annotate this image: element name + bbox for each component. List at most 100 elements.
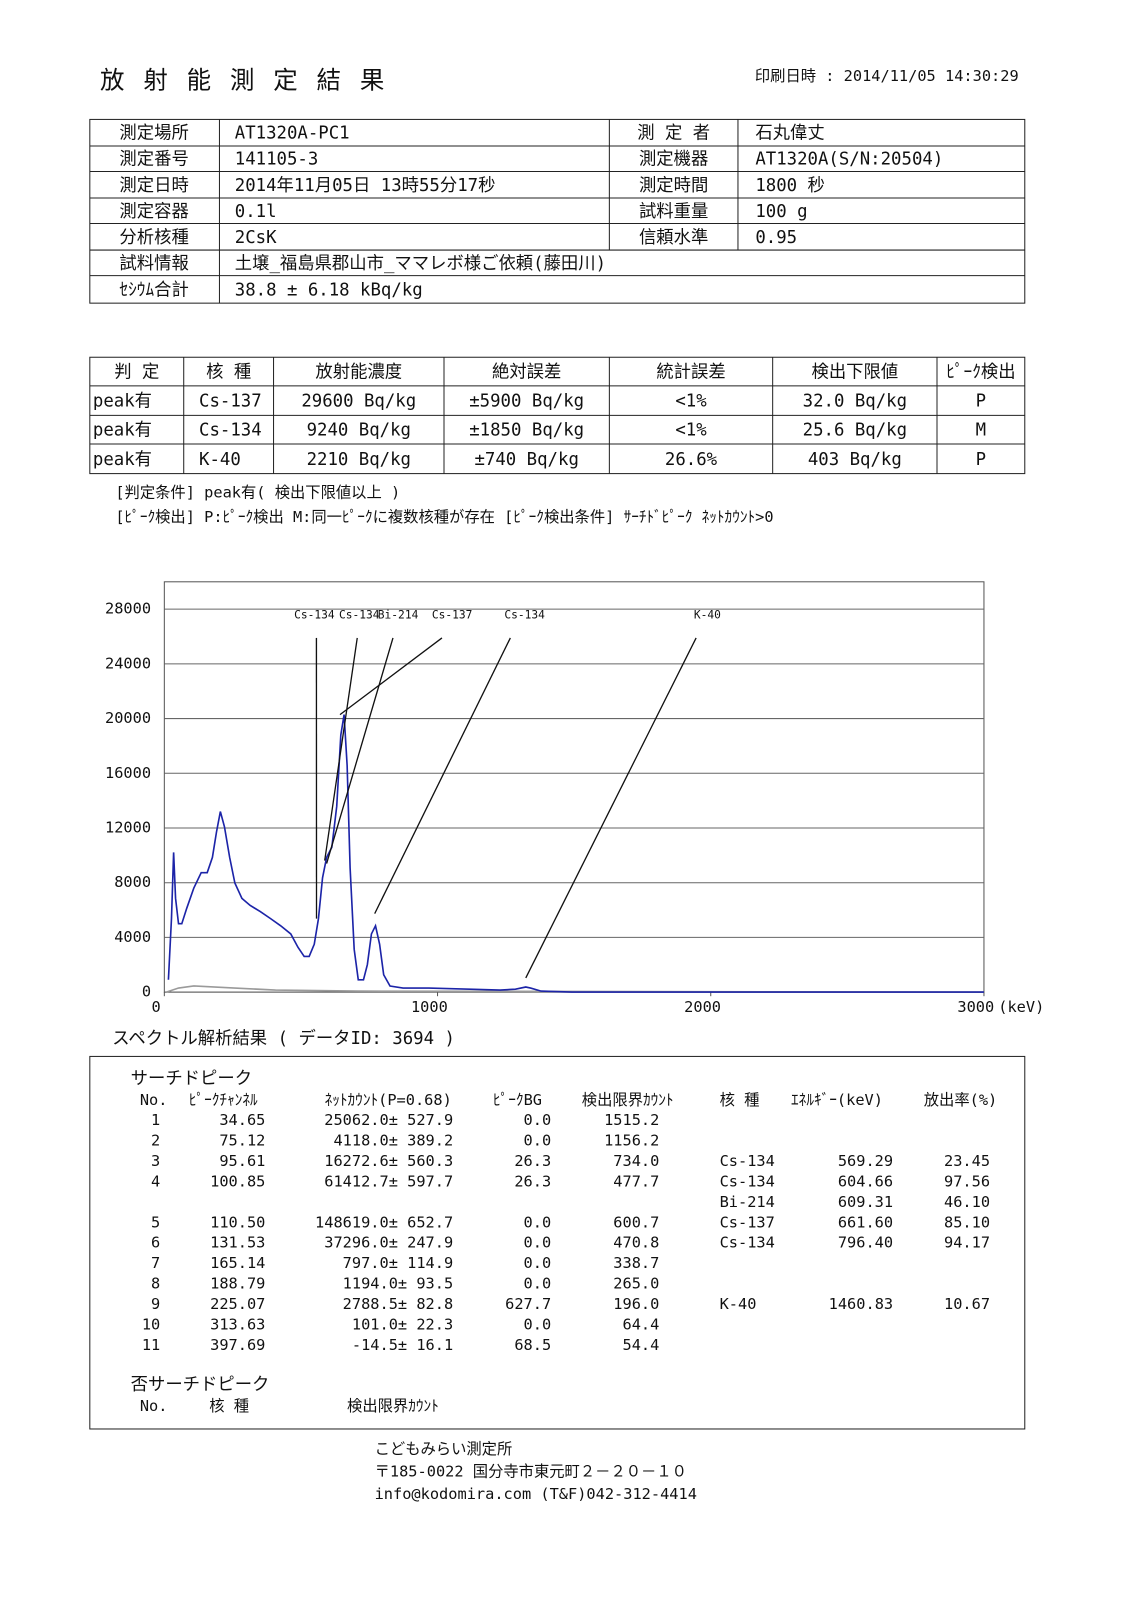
peak-nuclide: Cs-134: [720, 1234, 775, 1252]
peak-channel: 34.65: [219, 1111, 265, 1129]
results-cell: 2210 Bq/kg: [307, 450, 411, 470]
results-header: 核 種: [206, 363, 251, 383]
results-cell: P: [976, 392, 986, 412]
results-cell: K-40: [199, 450, 241, 470]
info-value: AT1320A(S/N:20504): [755, 150, 943, 170]
non-search-title: 否サーチドピーク: [131, 1375, 270, 1395]
annotation-line: [339, 637, 443, 716]
peak-energy: 569.29: [838, 1152, 893, 1170]
results-cell: ±5900 Bq/kg: [469, 392, 584, 412]
spectrum-title: スペクトル解析結果 ( データID: 3694 ): [112, 1028, 455, 1049]
note: [ﾋﾟｰｸ検出] P:ﾋﾟｰｸ検出 M:同一ﾋﾟｰｸに複数核種が存在 [ﾋﾟｰｸ…: [115, 508, 773, 526]
peak-energy: 604.66: [838, 1172, 893, 1190]
peak-limit: 196.0: [613, 1295, 659, 1313]
peak-bg: 0.0: [524, 1234, 552, 1252]
results-cell: 26.6%: [665, 450, 718, 470]
peak-limit: 64.4: [623, 1315, 660, 1333]
spectrum-line: [166, 985, 984, 993]
note: [判定条件] peak有( 検出下限値以上 ): [115, 483, 400, 501]
y-tick-label: 8000: [114, 873, 151, 891]
info-label: 測定日時: [119, 176, 188, 196]
results-cell: 25.6 Bq/kg: [803, 421, 907, 441]
peak-no: 10: [142, 1315, 160, 1333]
peak-bg: 627.7: [505, 1295, 551, 1313]
results-cell: <1%: [675, 392, 707, 412]
annotation-label: Bi-214: [378, 608, 419, 621]
peak-net: 61412.7± 597.7: [324, 1172, 453, 1190]
peak-net: 148619.0± 652.7: [315, 1213, 453, 1231]
non-search-header: 検出限界ｶｳﾝﾄ: [347, 1397, 439, 1415]
peak-net: 2788.5± 82.8: [343, 1295, 454, 1313]
annotation-line: [325, 637, 394, 864]
info-label: 信頼水準: [639, 228, 708, 248]
peak-no: 1: [151, 1111, 160, 1129]
results-cell: 403 Bq/kg: [808, 450, 902, 470]
peak-energy: 796.40: [838, 1234, 893, 1252]
y-tick-label: 20000: [105, 709, 151, 727]
y-tick-label: 4000: [114, 928, 151, 946]
peak-bg: 26.3: [514, 1172, 551, 1190]
peak-limit: 734.0: [613, 1152, 659, 1170]
peak-net: 4118.0± 389.2: [333, 1132, 453, 1150]
info-value: 100 g: [755, 202, 807, 222]
peak-channel: 95.61: [219, 1152, 265, 1170]
info-label: 測定容器: [119, 202, 188, 222]
peak-energy: 1460.83: [829, 1295, 893, 1313]
peak-limit: 470.8: [613, 1234, 659, 1252]
peak-channel: 397.69: [210, 1336, 265, 1354]
results-cell: Cs-137: [199, 392, 262, 412]
footer-line: 〒185-0022 国分寺市東元町２－２０－１０: [375, 1462, 687, 1480]
info-table: [89, 118, 1026, 304]
info-label: 試料重量: [639, 202, 708, 222]
peak-net: 797.0± 114.9: [343, 1254, 454, 1272]
info-label: 測定機器: [639, 150, 708, 170]
peak-net: 37296.0± 247.9: [324, 1234, 453, 1252]
y-tick-label: 28000: [105, 600, 151, 618]
results-cell: P: [976, 450, 986, 470]
annotation-label: Cs-134: [339, 608, 380, 621]
peak-channel: 100.85: [210, 1172, 265, 1190]
peak-nuclide: Bi-214: [720, 1193, 775, 1211]
info-label: 測定場所: [119, 124, 188, 144]
peak-rate: 10.67: [944, 1295, 990, 1313]
info-value: 2014年11月05日 13時55分17秒: [235, 176, 496, 196]
peak-limit: 477.7: [613, 1172, 659, 1190]
results-cell: <1%: [675, 421, 707, 441]
peak-rate: 97.56: [944, 1172, 990, 1190]
peaks-header: ﾋﾟｰｸBG: [493, 1091, 542, 1109]
x-tick-label: 1000: [411, 998, 448, 1016]
peak-rate: 94.17: [944, 1234, 990, 1252]
results-cell: 9240 Bq/kg: [307, 421, 411, 441]
peak-rate: 85.10: [944, 1213, 990, 1231]
info-value: 石丸偉丈: [755, 124, 824, 144]
info-value: AT1320A-PC1: [235, 124, 350, 144]
peak-limit: 265.0: [613, 1275, 659, 1293]
peak-rate: 23.45: [944, 1152, 990, 1170]
results-cell: ±740 Bq/kg: [474, 450, 578, 470]
peak-no: 3: [151, 1152, 160, 1170]
peaks-box: [89, 1055, 1026, 1430]
info-label: 測定時間: [639, 176, 708, 196]
peaks-header: 核 種: [720, 1091, 760, 1109]
y-tick-label: 16000: [105, 764, 151, 782]
peak-no: 4: [151, 1172, 160, 1190]
print-date: 印刷日時 : 2014/11/05 14:30:29: [755, 67, 1019, 85]
peaks-header: No.: [140, 1091, 168, 1109]
peak-nuclide: Cs-137: [720, 1213, 775, 1231]
peak-limit: 54.4: [623, 1336, 660, 1354]
peak-no: 2: [151, 1132, 160, 1150]
results-cell: peak有: [93, 450, 152, 470]
results-cell: peak有: [93, 421, 152, 441]
peak-no: 5: [151, 1213, 160, 1231]
peak-bg: 0.0: [524, 1213, 552, 1231]
peak-bg: 68.5: [514, 1336, 551, 1354]
annotation-label: K-40: [694, 608, 721, 621]
annotation-label: Cs-137: [432, 608, 473, 621]
peak-limit: 1515.2: [604, 1111, 659, 1129]
results-header: ﾋﾟｰｸ検出: [946, 363, 1015, 383]
peak-net: 101.0± 22.3: [352, 1315, 453, 1333]
peaks-title: サーチドピーク: [131, 1069, 252, 1089]
info-value: 土壌_福島県郡山市_ママレボ様ご依頼(藤田川): [235, 254, 606, 274]
peaks-header: ﾈｯﾄｶｳﾝﾄ(P=0.68): [325, 1091, 452, 1109]
info-value: 38.8 ± 6.18 kBq/kg: [235, 280, 423, 300]
